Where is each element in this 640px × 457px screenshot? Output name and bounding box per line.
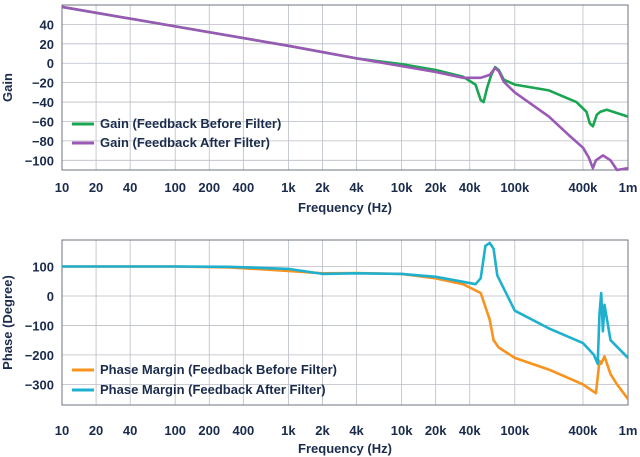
x-tick-label: 4k [349, 180, 364, 195]
x-tick-label: 10k [391, 180, 413, 195]
y-tick-label: 0 [47, 289, 54, 304]
y-tick-label: −100 [25, 318, 54, 333]
legend-label: Phase Margin (Feedback Before Filter) [100, 362, 337, 377]
y-tick-label: −300 [25, 377, 54, 392]
y-tick-label: −40 [32, 95, 54, 110]
x-tick-label: 40k [459, 423, 481, 438]
x-tick-label: 400k [568, 180, 598, 195]
legend-label: Phase Margin (Feedback After Filter) [100, 382, 326, 397]
x-tick-label: 100 [164, 423, 186, 438]
x-tick-label: 2k [315, 180, 330, 195]
x-tick-label: 10k [391, 423, 413, 438]
x-axis-title: Frequency (Hz) [298, 441, 392, 456]
x-tick-label: 10 [55, 423, 69, 438]
x-tick-label: 1k [281, 423, 296, 438]
x-tick-label: 4k [349, 423, 364, 438]
legend-label: Gain (Feedback After Filter) [100, 135, 270, 150]
x-tick-label: 1m [619, 423, 638, 438]
x-tick-label: 1m [619, 180, 638, 195]
legend-label: Gain (Feedback Before Filter) [100, 116, 281, 131]
y-tick-label: 40 [40, 17, 54, 32]
phase-plot-panel: 10 20 40 100 200 400 1k 2k 4k 10k 20k 40k 100k 400k 1m… [0, 239, 638, 456]
x-tick-label: 100 [164, 180, 186, 195]
y-tick-label: −60 [32, 114, 54, 129]
x-tick-label: 1k [281, 180, 296, 195]
x-tick-label: 20k [425, 180, 447, 195]
x-tick-label: 2k [315, 423, 330, 438]
x-tick-label: 200 [198, 423, 220, 438]
plot-area-border [61, 239, 629, 406]
x-tick-label: 100k [500, 423, 530, 438]
y-tick-label: 100 [32, 260, 54, 275]
y-tick-label: 0 [47, 56, 54, 71]
x-tick-label: 20k [425, 423, 447, 438]
y-axis-title: Gain [0, 73, 15, 102]
x-axis-title: Frequency (Hz) [298, 200, 392, 215]
x-tick-label: 40 [123, 180, 137, 195]
series-line-1 [62, 265, 628, 401]
y-tick-label: 20 [40, 37, 54, 52]
x-tick-label: 400k [568, 423, 598, 438]
x-tick-label: 20 [89, 180, 103, 195]
y-axis-title: Phase (Degree) [0, 275, 15, 370]
x-tick-label: 10 [55, 180, 69, 195]
x-tick-label: 20 [89, 423, 103, 438]
y-tick-label: −100 [25, 153, 54, 168]
y-tick-label: −200 [25, 348, 54, 363]
x-tick-label: 100k [500, 180, 530, 195]
gain-plot-panel: 10 20 40 100 200 400 1k 2k 4k 10k 20k 40k 100k 400k 1m… [0, 4, 638, 215]
x-tick-label: 400 [233, 423, 255, 438]
y-tick-label: −80 [32, 134, 54, 149]
plot-area-border [61, 4, 629, 171]
series-line-2 [62, 241, 628, 366]
x-tick-label: 40 [123, 423, 137, 438]
y-tick-label: −20 [32, 76, 54, 91]
series-line-2 [62, 5, 628, 172]
x-tick-label: 200 [198, 180, 220, 195]
x-tick-label: 400 [233, 180, 255, 195]
x-tick-label: 40k [459, 180, 481, 195]
